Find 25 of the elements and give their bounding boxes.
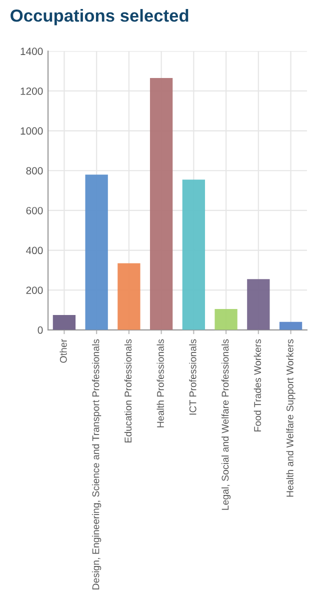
y-tick-label: 600 xyxy=(26,206,43,214)
y-tick-label: 1000 xyxy=(20,127,43,135)
bar xyxy=(279,322,302,330)
x-tick-label: Education Professionals xyxy=(124,339,132,442)
y-tick-label: 0 xyxy=(38,326,43,334)
x-tick-label: Design, Engineering, Science and Transport Professionals xyxy=(92,339,102,590)
y-tick-label: 1400 xyxy=(20,48,43,56)
y-tick-label: 1200 xyxy=(20,87,43,95)
bar xyxy=(118,263,140,330)
x-tick-label: Other xyxy=(60,339,67,363)
x-tick-label: Legal, Social and Welfare Professionals xyxy=(222,339,231,510)
x-tick-label: ICT Professionals xyxy=(189,339,196,415)
x-tick-label: Food Trades Workers xyxy=(254,339,262,432)
y-tick-label: 400 xyxy=(26,246,43,254)
bar xyxy=(182,180,206,330)
y-tick-label: 200 xyxy=(26,286,43,294)
y-tick-label: 800 xyxy=(26,167,43,174)
bar xyxy=(85,174,108,330)
bar xyxy=(52,314,76,330)
chart-title: Occupations selected xyxy=(10,9,188,26)
bar xyxy=(150,78,173,330)
bar xyxy=(214,308,238,330)
bar xyxy=(247,279,270,330)
x-tick-label: Health Professionals xyxy=(156,339,164,428)
x-tick-label: Health and Welfare Support Workers xyxy=(286,339,296,497)
